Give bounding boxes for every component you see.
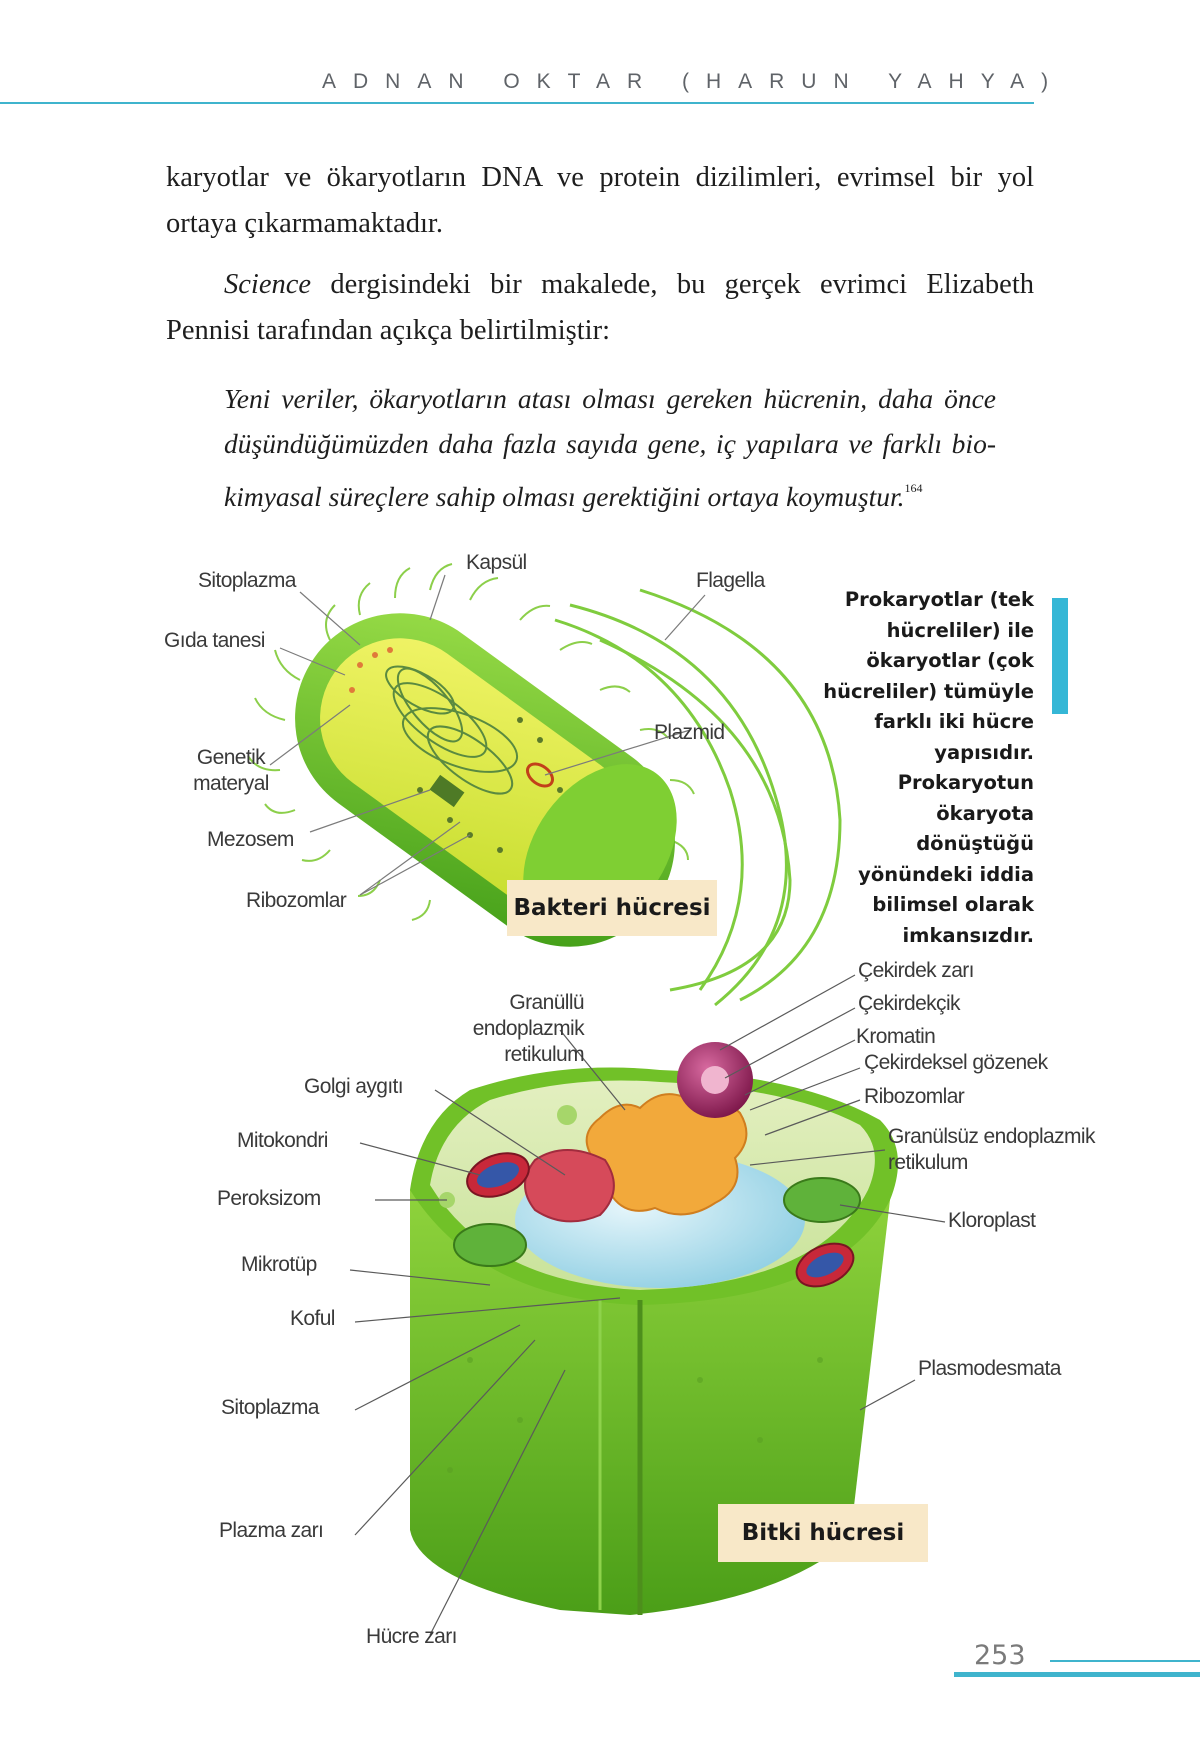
- label-plasmodesmata: Plasmodesmata: [918, 1357, 1061, 1380]
- plasmid: [525, 762, 555, 788]
- label-gida-tanesi: Gıda tanesi: [164, 629, 265, 652]
- label-genetik-materyal: Genetik materyal: [193, 746, 269, 795]
- paragraph-1: karyotlar ve ökaryotların DNA ve protein…: [166, 162, 1034, 239]
- label-kromatin: Kromatin: [856, 1025, 936, 1048]
- paragraph-2: Science dergisindeki bir makalede, bu ge…: [166, 262, 1034, 354]
- label-cekirdekcik: Çekirdekçik: [858, 992, 961, 1015]
- label-koful: Koful: [290, 1307, 335, 1330]
- quote-text: Yeni veriler, ökaryotların atası olması …: [224, 383, 996, 512]
- plant-caption: Bitki hücresi: [718, 1504, 928, 1562]
- mesosome: [429, 774, 465, 808]
- page-number: 253: [974, 1640, 1026, 1671]
- running-header: ADNAN OKTAR (HARUN YAHYA): [322, 70, 1066, 93]
- plasmodesmata-dots: [447, 1357, 823, 1473]
- footer-rule: [1050, 1660, 1200, 1662]
- genetic-material: [385, 665, 519, 795]
- label-kloroplast: Kloroplast: [948, 1209, 1036, 1232]
- header-rule: [0, 102, 1034, 104]
- footnote-ref: 164: [904, 481, 923, 495]
- label-cekirdeksel-gozenek: Çekirdeksel gözenek: [864, 1051, 1048, 1074]
- flagellum-4: [639, 588, 842, 1002]
- label-cekirdek-zari: Çekirdek zarı: [858, 959, 975, 982]
- sidebar-note: Prokaryotlar (tek hücreliler) ile ökaryo…: [823, 588, 1034, 947]
- mitochondrion-2-inner: [806, 1252, 844, 1278]
- label-kapsul: Kapsül: [466, 551, 527, 574]
- label-granulsuz-er: Granülsüz endoplazmik retikulum: [888, 1125, 1095, 1174]
- label-flagella: Flagella: [696, 569, 765, 592]
- label-granullu-er: Granüllü endoplazmik retikulum: [472, 991, 585, 1066]
- label-peroksizom: Peroksizom: [217, 1187, 321, 1210]
- flagellum-3: [599, 638, 792, 992]
- food-granules: [349, 647, 393, 693]
- nucleolus: [701, 1066, 729, 1094]
- bacterium-leader-lines: [269, 574, 706, 896]
- bacterium-illustration: [247, 563, 842, 1007]
- journal-name: Science: [224, 269, 312, 300]
- label-hucre-zari: Hücre zarı: [366, 1625, 457, 1648]
- label-bacteria-sitoplazma: Sitoplazma: [198, 569, 296, 592]
- label-mitokondri: Mitokondri: [237, 1129, 328, 1152]
- chloroplast-2: [453, 1223, 527, 1267]
- label-mezosem: Mezosem: [207, 828, 294, 851]
- plant-leader-lines: [349, 974, 946, 1636]
- label-plazmid: Plazmid: [654, 721, 725, 744]
- footer-rule-bold: [954, 1672, 1200, 1677]
- bacteria-caption: Bakteri hücresi: [507, 880, 717, 936]
- paragraph-2-text: dergisindeki bir makalede, bu gerçek evr…: [166, 269, 1034, 346]
- chloroplast-1: [783, 1177, 861, 1223]
- golgi-apparatus: [524, 1149, 615, 1223]
- label-plant-ribozomlar: Ribozomlar: [864, 1085, 965, 1108]
- peroxisome-1: [557, 1105, 577, 1125]
- sidebar-accent-bar: [1052, 598, 1068, 714]
- label-bacteria-ribozomlar: Ribozomlar: [246, 889, 347, 912]
- label-golgi: Golgi aygıtı: [304, 1075, 404, 1098]
- mitochondrion-1-inner: [476, 1162, 520, 1188]
- label-plant-sitoplazma: Sitoplazma: [221, 1396, 319, 1419]
- label-plazma-zari: Plazma zarı: [219, 1519, 324, 1542]
- block-quote: Yeni veriler, ökaryotların atası olması …: [224, 376, 996, 519]
- label-mikrotup: Mikrotüp: [241, 1253, 317, 1276]
